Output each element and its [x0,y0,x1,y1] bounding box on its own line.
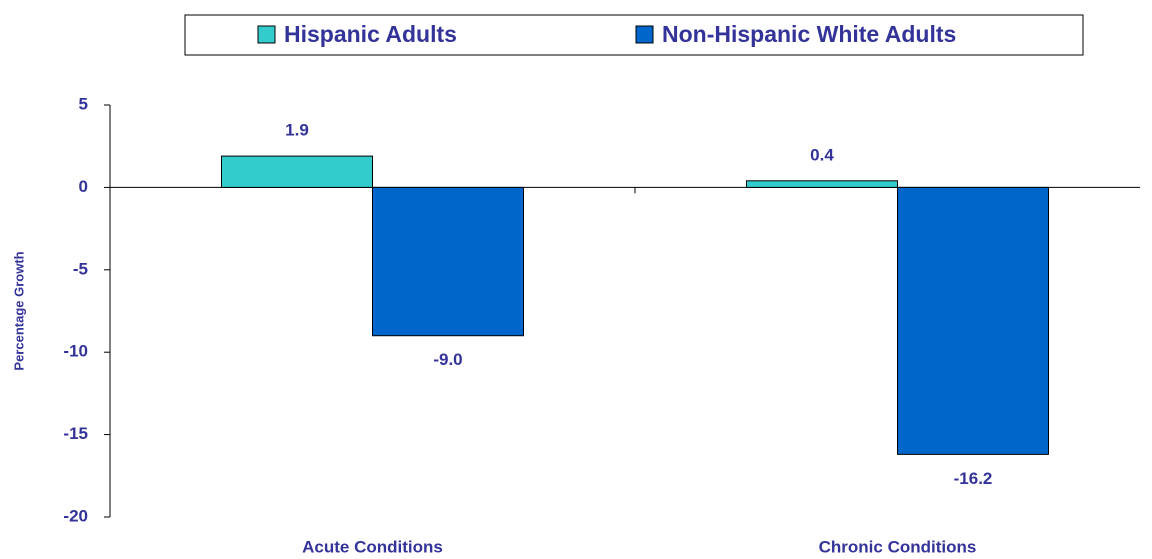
legend-label: Non-Hispanic White Adults [662,21,956,47]
x-tick-label: Acute Conditions [302,537,443,556]
y-tick-label: -20 [63,506,88,525]
bar [897,186,1049,455]
value-label: -9.0 [433,350,462,369]
value-label: 0.4 [810,145,834,164]
y-tick-label: 5 [79,94,88,113]
legend-label: Hispanic Adults [284,21,457,47]
y-axis-title: Percentage Growth [11,251,26,370]
legend-swatch [257,25,276,44]
legend-swatch [635,25,654,44]
value-label: 1.9 [285,121,309,140]
y-tick-label: -5 [73,259,88,278]
value-label: -16.2 [954,469,993,488]
y-tick-label: 0 [79,177,88,196]
bar [372,186,524,337]
bar [221,155,373,188]
y-tick-label: -15 [63,424,88,443]
y-tick-label: -10 [63,342,88,361]
x-tick-label: Chronic Conditions [819,537,977,556]
bar [746,180,898,188]
legend-box [184,14,1084,56]
